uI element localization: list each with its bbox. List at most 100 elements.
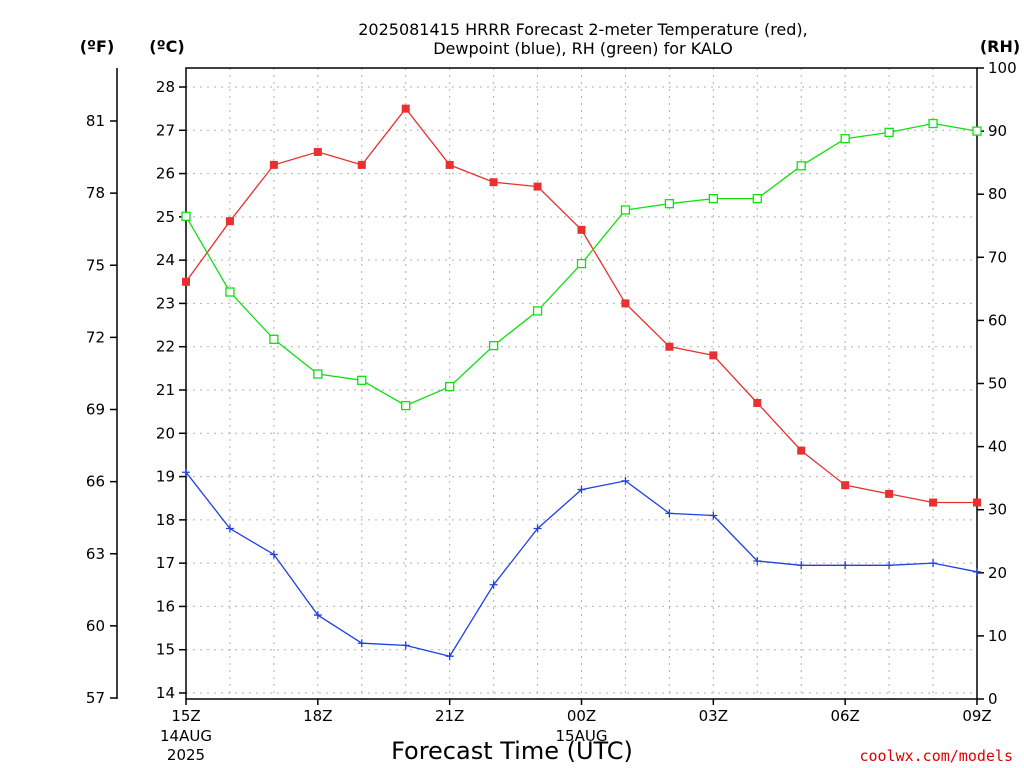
rh-marker (445, 382, 455, 392)
x-tick-label: 09Z (962, 707, 991, 725)
rh-marker (884, 127, 894, 138)
dewpoint-marker (489, 580, 498, 589)
rh-tick-label: 50 (988, 375, 1007, 393)
temperature-marker (357, 160, 366, 169)
celsius-tick-label: 25 (156, 208, 175, 226)
temperature-marker (225, 217, 234, 226)
rh-marker (181, 211, 191, 221)
x-tick-date: 15AUG (556, 727, 608, 745)
x-tick-label: 15Z (171, 707, 200, 725)
celsius-unit-label: (ºC) (149, 37, 184, 56)
temperature-marker (621, 299, 630, 308)
rh-marker (532, 306, 543, 316)
celsius-tick-label: 21 (156, 381, 175, 399)
rh-marker (840, 134, 850, 144)
celsius-tick-label: 20 (156, 424, 175, 442)
celsius-tick-label: 19 (156, 468, 175, 486)
celsius-tick-label: 27 (156, 121, 175, 139)
dewpoint-marker (577, 485, 586, 494)
temperature-marker (401, 104, 410, 113)
celsius-tick-label: 24 (156, 251, 175, 269)
dewpoint-marker (269, 550, 278, 559)
celsius-tick-label: 22 (156, 338, 175, 356)
fahrenheit-axis: 57 60 63 66 69 72 75 78 81 (86, 112, 117, 707)
celsius-tick-label: 18 (156, 511, 175, 529)
dewpoint-marker (841, 561, 850, 570)
temperature-marker (269, 160, 278, 169)
rh-tick-label: 90 (988, 122, 1007, 140)
axes (116, 67, 978, 700)
rh-tick-label: 10 (988, 627, 1007, 645)
x-axis-title: Forecast Time (UTC) (391, 737, 633, 765)
rh-tick-label: 40 (988, 438, 1007, 456)
temperature-marker (841, 481, 850, 490)
celsius-tick-label: 26 (156, 165, 175, 183)
celsius-tick-label: 28 (156, 78, 175, 96)
dewpoint-marker (973, 567, 981, 576)
rh-marker (972, 126, 982, 136)
temperature-marker (489, 178, 498, 187)
fahrenheit-unit-label: (ºF) (80, 37, 115, 56)
rh-marker (752, 193, 762, 204)
rh-unit-label: (RH) (980, 37, 1020, 56)
dewpoint-marker (225, 524, 234, 533)
fahrenheit-tick-label: 75 (86, 256, 105, 274)
temperature-marker (929, 498, 938, 507)
fahrenheit-tick-label: 69 (86, 401, 105, 419)
rh-marker (708, 193, 718, 204)
credit-label: coolwx.com/models (859, 747, 1013, 765)
x-tick-year: 2025 (167, 746, 205, 764)
rh-tick-label: 0 (988, 690, 998, 708)
dewpoint-marker (313, 611, 322, 620)
dewpoint-marker (885, 561, 894, 570)
celsius-tick-label: 17 (156, 554, 175, 572)
rh-axis: 0 10 20 30 40 50 60 70 80 90 100 (977, 59, 1017, 708)
temperature-marker (885, 489, 894, 498)
x-tick-label: 03Z (699, 707, 728, 725)
temperature-marker (577, 225, 586, 234)
rh-marker (488, 340, 499, 351)
rh-marker (796, 161, 806, 171)
celsius-tick-label: 14 (156, 684, 175, 702)
celsius-tick-label: 15 (156, 641, 175, 659)
rh-marker (620, 205, 631, 215)
rh-tick-label: 30 (988, 501, 1007, 519)
fahrenheit-tick-label: 72 (86, 328, 105, 346)
dewpoint-marker (665, 509, 674, 518)
rh-marker (357, 375, 367, 385)
dewpoint-marker (797, 561, 806, 570)
rh-marker (225, 287, 235, 297)
rh-marker (313, 369, 323, 379)
temperature-marker (182, 277, 190, 286)
rh-marker (576, 258, 587, 269)
x-tick-label: 18Z (303, 707, 332, 725)
rh-tick-label: 100 (988, 59, 1017, 77)
rh-marker (928, 118, 938, 129)
rh-marker (401, 400, 411, 411)
rh-tick-label: 70 (988, 248, 1007, 266)
temperature-marker (753, 398, 762, 407)
chart-title-line-1: 2025081415 HRRR Forecast 2-meter Tempera… (358, 20, 808, 39)
temperature-marker (709, 351, 718, 360)
dewpoint-marker (709, 511, 718, 520)
celsius-tick-label: 23 (156, 294, 175, 312)
fahrenheit-tick-label: 81 (86, 112, 105, 130)
dewpoint-marker (929, 559, 938, 568)
dewpoint-marker (621, 476, 630, 485)
x-tick-label: 00Z (567, 707, 596, 725)
celsius-tick-label: 16 (156, 597, 175, 615)
x-tick-date: 14AUG (160, 727, 212, 745)
dewpoint-marker (182, 468, 190, 477)
grid-lines (186, 68, 977, 699)
temperature-marker (665, 342, 674, 351)
temperature-marker (313, 147, 322, 156)
rh-tick-label: 20 (988, 564, 1007, 582)
celsius-axis: 14 15 16 17 18 19 20 21 22 23 24 25 26 27 28 (156, 78, 186, 702)
dewpoint-marker (401, 641, 410, 650)
temperature-marker (533, 182, 542, 191)
rh-marker (269, 334, 279, 344)
series-layer (181, 104, 982, 661)
fahrenheit-tick-label: 78 (86, 184, 105, 202)
x-tick-label: 21Z (435, 707, 464, 725)
